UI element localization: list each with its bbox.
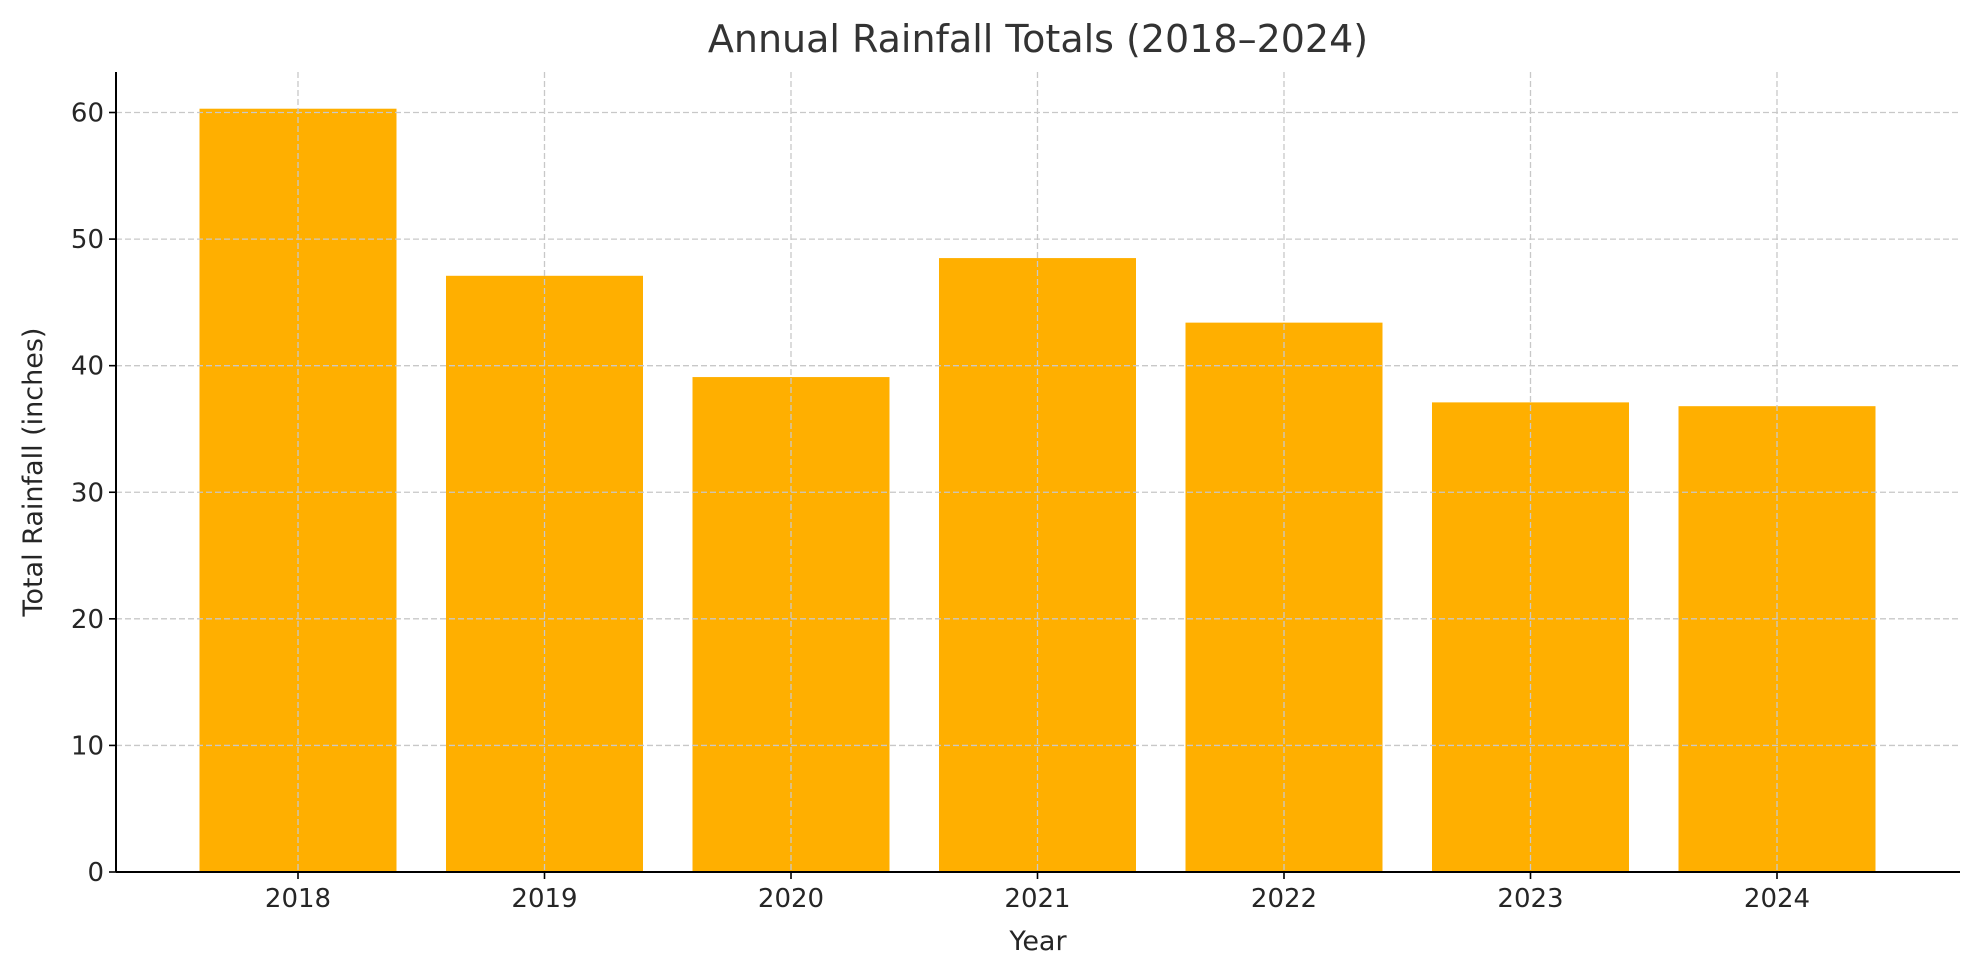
y-tick-label: 50 (71, 225, 104, 255)
y-tick-label: 40 (71, 352, 104, 382)
x-axis-label: Year (1008, 926, 1067, 957)
y-tick-label: 10 (71, 731, 104, 761)
y-tick-label: 30 (71, 478, 104, 508)
y-axis-label: Total Rainfall (inches) (18, 328, 49, 618)
chart-title: Annual Rainfall Totals (2018–2024) (708, 17, 1368, 61)
x-tick-label: 2018 (265, 884, 331, 914)
x-tick-label: 2022 (1251, 884, 1317, 914)
x-tick-label: 2021 (1004, 884, 1070, 914)
x-tick-label: 2019 (511, 884, 577, 914)
x-tick-label: 2024 (1744, 884, 1810, 914)
bar-2019 (446, 275, 643, 872)
x-tick-label: 2020 (758, 884, 824, 914)
y-tick-label: 60 (71, 99, 104, 129)
y-tick-label: 20 (71, 605, 104, 635)
y-tick-label: 0 (87, 858, 104, 888)
axes: 0 10 20 30 40 50 60 2018 2019 2020 2021 2022 2023 202… (71, 72, 1960, 914)
x-tick-label: 2023 (1497, 884, 1563, 914)
